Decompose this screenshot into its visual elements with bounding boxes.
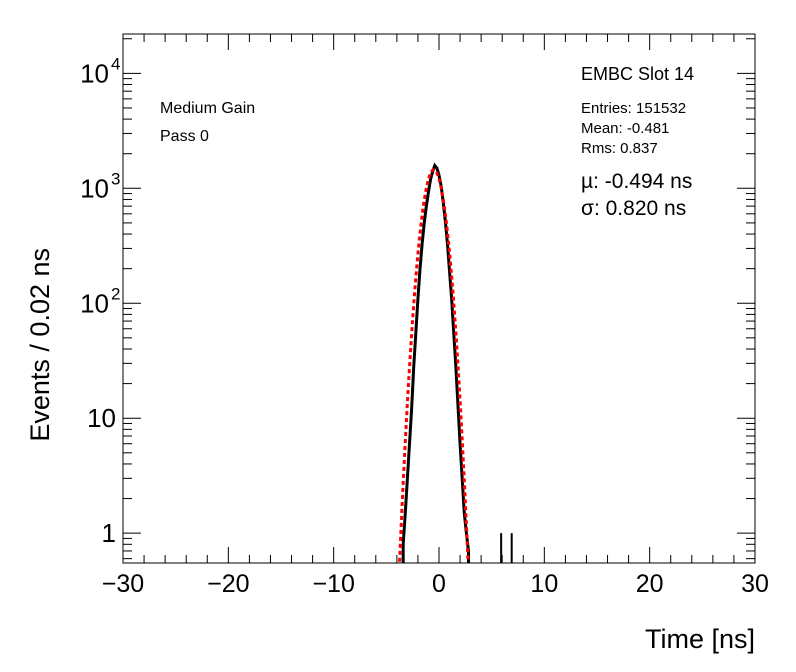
x-tick-label: 10	[530, 570, 558, 598]
x-tick-label: 30	[741, 570, 769, 598]
entries-stat: Entries: 151532	[581, 100, 686, 117]
gain-label: Medium Gain	[160, 100, 255, 117]
gaussian-fit-curve	[398, 168, 470, 562]
y-tick-label: 1	[102, 518, 116, 548]
y-tick-exponent: 2	[111, 284, 120, 303]
y-tick-label: 10	[80, 288, 109, 318]
y-tick-exponent: 3	[111, 169, 120, 188]
mean-stat: Mean: -0.481	[581, 120, 669, 137]
x-tick-label: −20	[207, 570, 249, 598]
pass-label: Pass 0	[160, 128, 209, 145]
slot-title: EMBC Slot 14	[581, 64, 694, 84]
x-tick-label: 20	[636, 570, 664, 598]
histogram-line	[401, 162, 470, 563]
x-axis-label: Time [ns]	[645, 624, 755, 654]
y-axis-label: Events / 0.02 ns	[25, 248, 55, 442]
rms-stat: Rms: 0.837	[581, 140, 658, 157]
x-tick-label: 0	[432, 570, 446, 598]
x-axis-ticks: −30 −20 −10 0 10 20 30	[102, 34, 769, 598]
fit-sigma: σ: 0.820 ns	[581, 197, 686, 220]
y-tick-label: 10	[80, 58, 109, 88]
series-layer	[398, 162, 513, 563]
y-tick-label: 10	[87, 403, 116, 433]
fit-mu: µ: -0.494 ns	[581, 170, 692, 193]
y-tick-exponent: 4	[111, 54, 120, 73]
y-tick-label: 10	[80, 173, 109, 203]
x-tick-label: −30	[102, 570, 144, 598]
x-tick-label: −10	[312, 570, 354, 598]
